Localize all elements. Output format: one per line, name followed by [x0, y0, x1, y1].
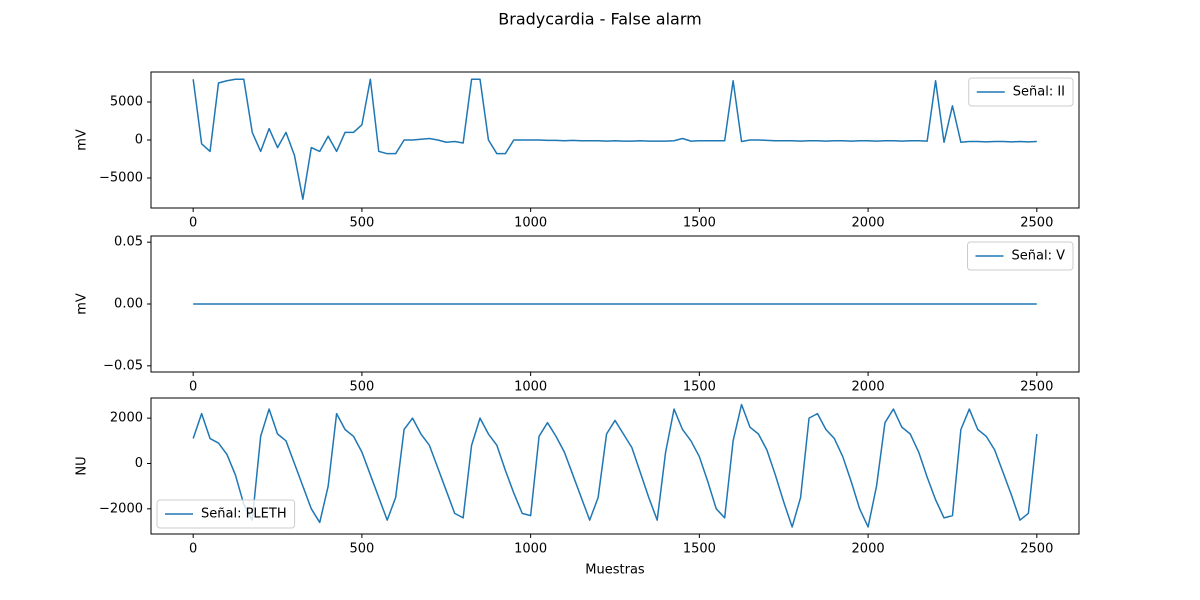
- x-axis-label: Muestras: [585, 563, 645, 578]
- x-tick-label: 0: [189, 216, 197, 231]
- y-tick-label: 0: [135, 133, 143, 148]
- x-tick-label: 2000: [852, 216, 885, 231]
- y-tick-label: 5000: [110, 95, 143, 110]
- y-tick-label: −0.05: [103, 358, 143, 373]
- x-tick-label: 1000: [514, 542, 547, 557]
- x-tick-label: 2500: [1020, 216, 1053, 231]
- legend-box: [156, 499, 296, 529]
- axes-frame: [150, 397, 1080, 535]
- y-tick-label: 2000: [110, 411, 143, 426]
- y-axis-label: mV: [75, 129, 90, 151]
- x-tick-label: 1000: [514, 380, 547, 395]
- x-tick-label: 0: [189, 380, 197, 395]
- x-tick-label: 2500: [1020, 380, 1053, 395]
- x-tick-label: 2500: [1020, 542, 1053, 557]
- plot-area: [151, 72, 1079, 208]
- legend: Señal: V: [967, 241, 1074, 271]
- y-tick-label: 0.05: [114, 235, 143, 250]
- x-tick-label: 1500: [683, 216, 716, 231]
- x-tick-label: 500: [349, 380, 374, 395]
- y-tick-label: 0: [135, 456, 143, 471]
- legend: Señal: II: [968, 77, 1074, 107]
- x-tick-label: 1500: [683, 380, 716, 395]
- x-tick-label: 2000: [852, 380, 885, 395]
- signal-line: [192, 78, 1037, 201]
- signal-line: [192, 403, 1038, 528]
- legend: Señal: PLETH: [156, 499, 296, 529]
- y-axis-label: mV: [75, 293, 90, 315]
- y-tick-label: −2000: [99, 501, 143, 516]
- legend-box: [968, 77, 1074, 107]
- figure-title: Bradycardia - False alarm: [498, 10, 701, 29]
- legend-label: Señal: II: [1013, 85, 1065, 100]
- x-tick-label: 1000: [514, 216, 547, 231]
- y-tick-label: −5000: [99, 170, 143, 185]
- x-tick-label: 1500: [683, 542, 716, 557]
- x-tick-label: 0: [189, 542, 197, 557]
- legend-box: [967, 241, 1074, 271]
- legend-label: Señal: V: [1012, 249, 1066, 264]
- y-axis-label: NU: [75, 456, 90, 475]
- x-tick-label: 2000: [852, 542, 885, 557]
- x-tick-label: 500: [349, 216, 374, 231]
- legend-label: Señal: PLETH: [201, 507, 287, 522]
- x-tick-label: 500: [349, 542, 374, 557]
- y-tick-label: 0.00: [114, 297, 143, 312]
